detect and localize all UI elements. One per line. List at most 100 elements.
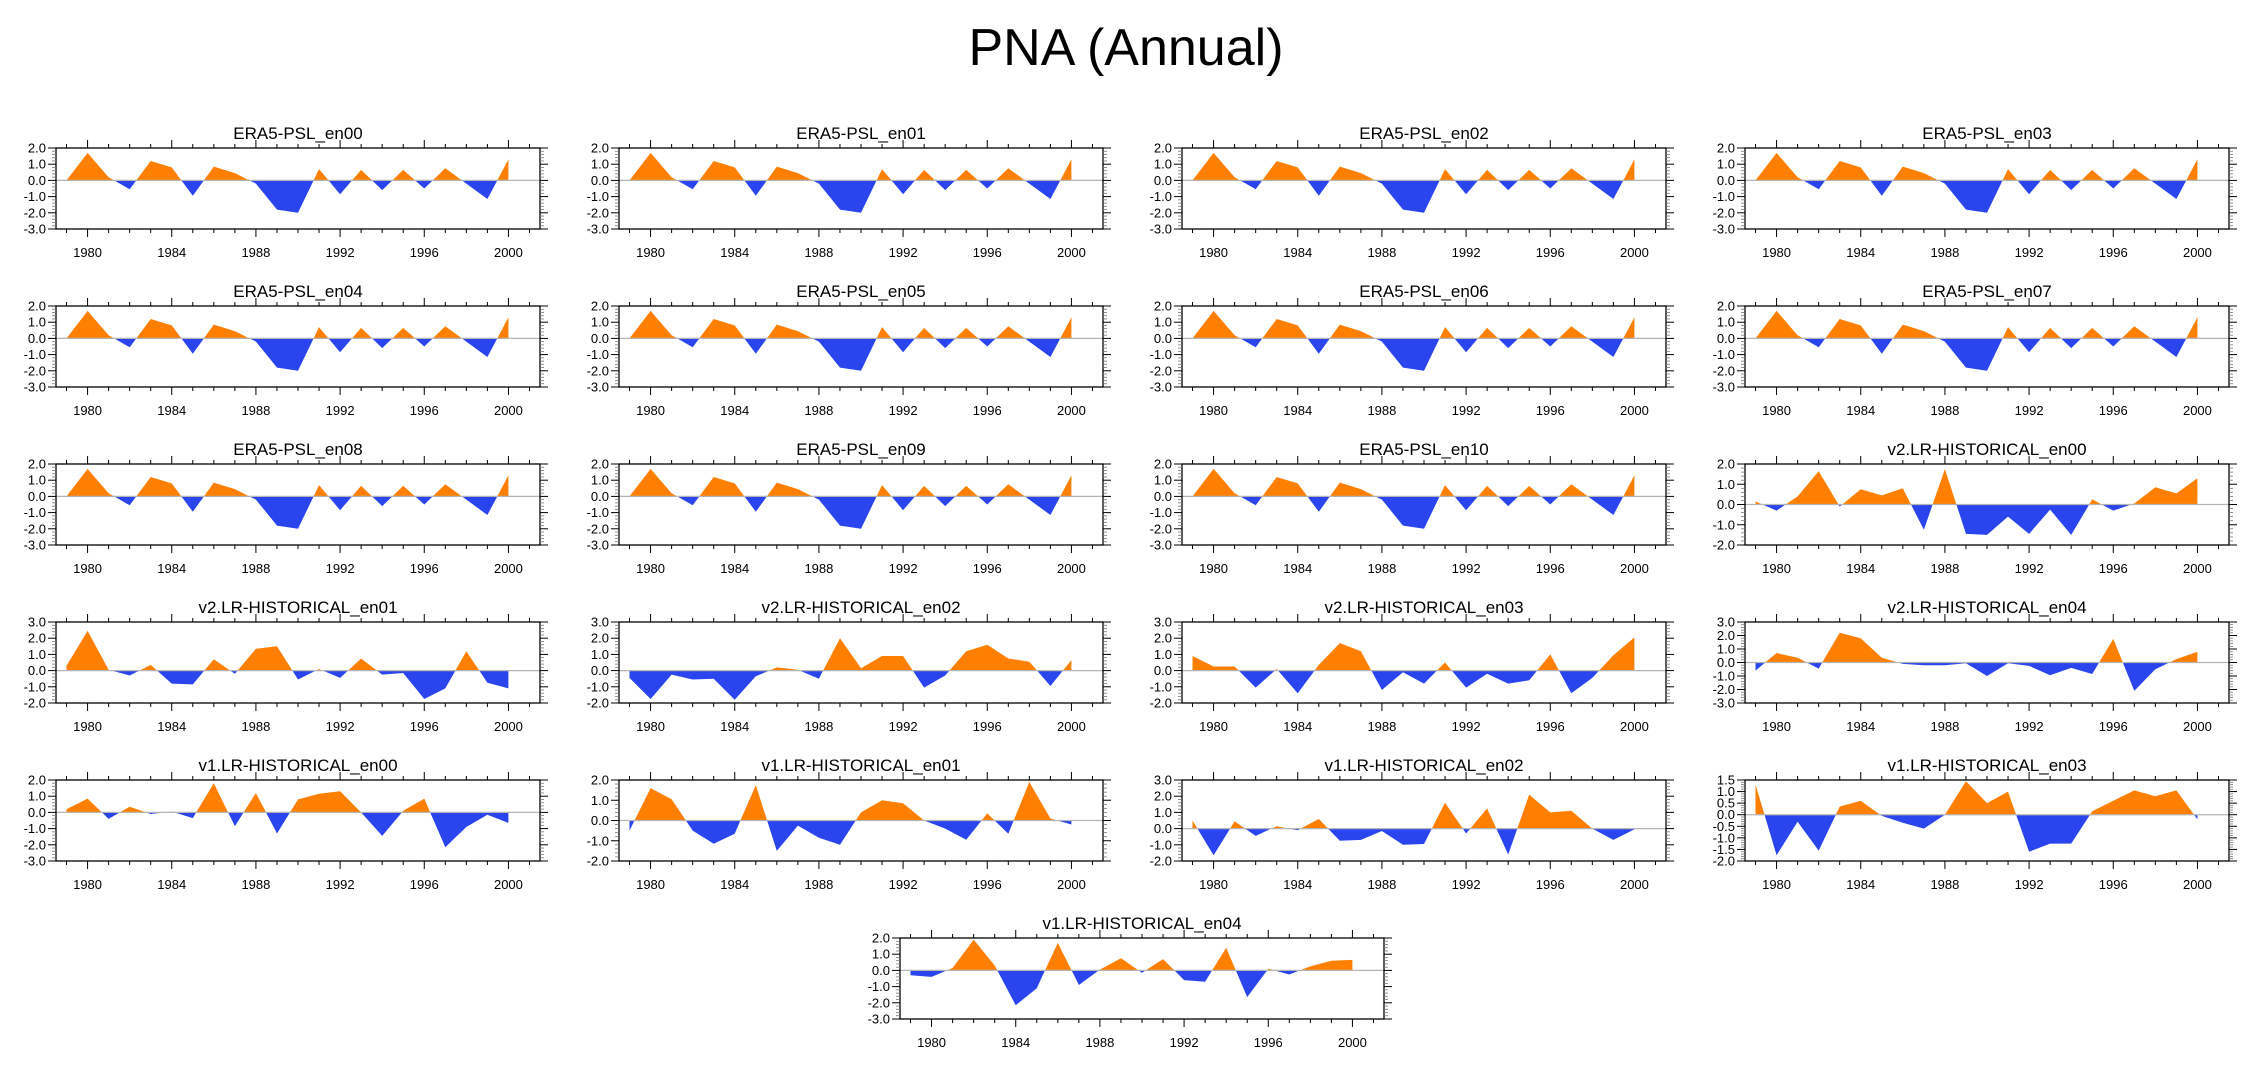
x-tick-label: 1980 xyxy=(73,245,102,260)
y-tick-label: 2.0 xyxy=(591,631,609,646)
y-tick-label: 2.0 xyxy=(28,141,46,156)
y-tick-label: -2.0 xyxy=(1150,696,1172,711)
positive-area xyxy=(629,310,1072,339)
y-tick-label: 0.0 xyxy=(1154,331,1172,346)
y-tick-label: -2.0 xyxy=(1713,363,1735,378)
panel: v2.LR-HISTORICAL_en01 1980 1984 1988 1992 199… xyxy=(24,598,548,734)
x-tick-label: 1996 xyxy=(973,877,1002,892)
positive-area xyxy=(629,468,1072,497)
negative-area xyxy=(66,812,509,848)
y-tick-label: -2.0 xyxy=(587,521,609,536)
panel-title: ERA5-PSL_en05 xyxy=(796,282,925,301)
y-tick-label: 1.0 xyxy=(1154,805,1172,820)
x-tick-label: 2000 xyxy=(2183,719,2212,734)
panel: ERA5-PSL_en08 1980 1984 1988 1992 1996 2000 2.0… xyxy=(24,440,548,576)
x-tick-label: 2000 xyxy=(494,719,523,734)
negative-area xyxy=(66,496,509,529)
x-tick-label: 1980 xyxy=(73,719,102,734)
y-tick-label: 2.0 xyxy=(1717,141,1735,156)
x-tick-label: 1996 xyxy=(2099,877,2128,892)
x-tick-label: 1992 xyxy=(1452,719,1481,734)
y-tick-label: 0.0 xyxy=(28,805,46,820)
y-tick-label: 2.0 xyxy=(591,773,609,788)
negative-area xyxy=(1755,180,2198,213)
panel-title: v1.LR-HISTORICAL_en04 xyxy=(1042,914,1241,933)
y-tick-label: 1.0 xyxy=(1717,642,1735,657)
panel: v1.LR-HISTORICAL_en04 1980 1984 1988 1992 199… xyxy=(868,914,1392,1050)
negative-area xyxy=(1755,504,2198,535)
x-tick-label: 1996 xyxy=(1536,403,1565,418)
x-tick-label: 1984 xyxy=(720,561,749,576)
x-tick-label: 1996 xyxy=(973,719,1002,734)
x-tick-label: 1992 xyxy=(1452,245,1481,260)
positive-area xyxy=(66,468,509,497)
positive-area xyxy=(1192,794,1635,829)
y-tick-label: -1.0 xyxy=(587,347,609,362)
negative-area xyxy=(1192,670,1635,694)
panel: ERA5-PSL_en06 1980 1984 1988 1992 1996 2000 2.0… xyxy=(1150,282,1674,418)
x-tick-label: 2000 xyxy=(1057,403,1086,418)
x-tick-label: 2000 xyxy=(1057,877,1086,892)
y-tick-label: 0.0 xyxy=(591,813,609,828)
x-tick-label: 1980 xyxy=(1199,245,1228,260)
x-tick-label: 1980 xyxy=(73,561,102,576)
y-tick-label: 2.0 xyxy=(872,931,890,946)
x-tick-label: 2000 xyxy=(2183,877,2212,892)
x-tick-label: 1980 xyxy=(1199,403,1228,418)
y-tick-label: 2.0 xyxy=(591,457,609,472)
y-tick-label: 0.0 xyxy=(28,173,46,188)
x-tick-label: 1992 xyxy=(2015,403,2044,418)
x-tick-label: 2000 xyxy=(1057,719,1086,734)
negative-area xyxy=(629,670,1072,700)
y-tick-label: 0.0 xyxy=(28,331,46,346)
y-tick-label: -2.0 xyxy=(587,696,609,711)
y-tick-label: -1.0 xyxy=(1713,347,1735,362)
x-tick-label: 1984 xyxy=(720,877,749,892)
x-tick-label: 1988 xyxy=(1367,561,1396,576)
x-tick-label: 1984 xyxy=(1846,877,1875,892)
x-tick-label: 1988 xyxy=(1930,403,1959,418)
y-tick-label: 1.0 xyxy=(1717,157,1735,172)
x-tick-label: 1996 xyxy=(973,403,1002,418)
positive-area xyxy=(1755,152,2198,181)
positive-area xyxy=(910,939,1353,971)
y-tick-label: -2.0 xyxy=(1150,205,1172,220)
panel-title: ERA5-PSL_en08 xyxy=(233,440,362,459)
y-tick-label: 1.0 xyxy=(1717,784,1735,799)
panel-title: v1.LR-HISTORICAL_en02 xyxy=(1324,756,1523,775)
x-tick-label: 1996 xyxy=(973,245,1002,260)
y-tick-label: 1.0 xyxy=(1717,315,1735,330)
y-tick-label: -2.0 xyxy=(587,205,609,220)
y-tick-label: 2.0 xyxy=(1154,299,1172,314)
x-tick-label: 1996 xyxy=(973,561,1002,576)
positive-area xyxy=(1192,468,1635,497)
x-tick-label: 1980 xyxy=(636,561,665,576)
panel: v2.LR-HISTORICAL_en04 1980 1984 1988 1992 199… xyxy=(1713,598,2237,734)
y-tick-label: -2.0 xyxy=(868,995,890,1010)
x-tick-label: 1984 xyxy=(1846,561,1875,576)
x-tick-label: 2000 xyxy=(1620,245,1649,260)
y-tick-label: 2.0 xyxy=(28,631,46,646)
x-tick-label: 1988 xyxy=(241,719,270,734)
y-tick-label: -2.0 xyxy=(1713,854,1735,869)
x-tick-label: 1984 xyxy=(1283,719,1312,734)
y-tick-label: -1.0 xyxy=(24,821,46,836)
x-tick-label: 1996 xyxy=(410,561,439,576)
y-tick-label: 2.0 xyxy=(1717,628,1735,643)
x-tick-label: 1980 xyxy=(1762,245,1791,260)
y-tick-label: 1.0 xyxy=(591,315,609,330)
panel: v2.LR-HISTORICAL_en00 1980 1984 1988 1992 199… xyxy=(1713,440,2237,576)
y-tick-label: 0.0 xyxy=(1154,663,1172,678)
y-tick-label: -1.0 xyxy=(1150,189,1172,204)
panel: ERA5-PSL_en03 1980 1984 1988 1992 1996 2000 2.0… xyxy=(1713,124,2237,260)
y-tick-label: 3.0 xyxy=(1717,615,1735,630)
y-tick-label: 1.0 xyxy=(591,473,609,488)
y-tick-label: 1.0 xyxy=(28,647,46,662)
positive-area xyxy=(66,783,509,813)
x-tick-label: 1980 xyxy=(1199,877,1228,892)
y-tick-label: 0.0 xyxy=(1717,497,1735,512)
x-tick-label: 1992 xyxy=(326,877,355,892)
x-tick-label: 1988 xyxy=(1930,719,1959,734)
x-tick-label: 1984 xyxy=(1846,403,1875,418)
y-tick-label: 0.0 xyxy=(872,963,890,978)
